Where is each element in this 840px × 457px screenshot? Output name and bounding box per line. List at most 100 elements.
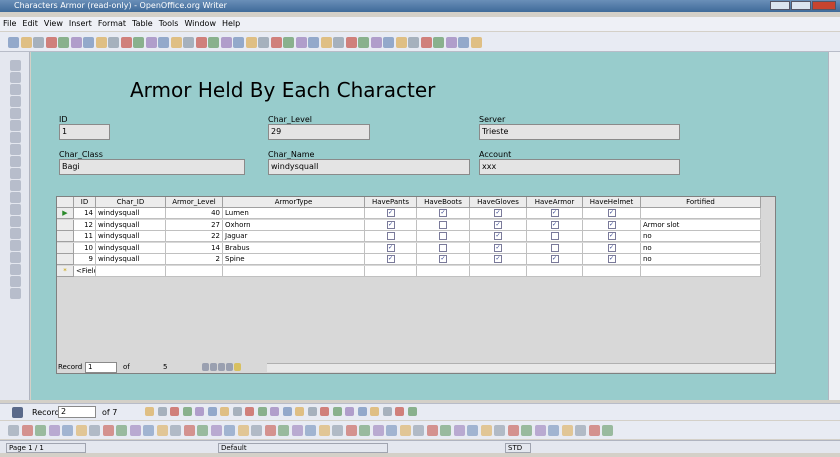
drawing-button[interactable] — [264, 425, 276, 436]
row-indicator[interactable] — [57, 231, 74, 242]
drawing-button[interactable] — [521, 425, 532, 436]
text-field[interactable]: xxx — [479, 159, 680, 175]
nav-button[interactable] — [170, 407, 179, 416]
drawing-button[interactable] — [170, 425, 181, 436]
nav-record-field[interactable]: 2 — [58, 406, 96, 418]
drawing-button[interactable] — [588, 425, 600, 436]
checkbox[interactable]: ✓ — [607, 220, 616, 229]
checkbox[interactable]: ✓ — [386, 209, 395, 217]
record-nav-button[interactable] — [202, 363, 209, 371]
drawing-button[interactable] — [291, 425, 303, 436]
new-row-cell[interactable]: <Field> — [74, 265, 96, 277]
toolbar-button[interactable] — [8, 37, 19, 48]
horizontal-scrollbar[interactable] — [267, 363, 775, 372]
table-cell[interactable]: Jaguar — [223, 231, 365, 242]
control-button[interactable] — [10, 168, 21, 179]
table-cell[interactable] — [365, 265, 417, 277]
checkbox[interactable] — [439, 243, 447, 252]
toolbar-button[interactable] — [145, 37, 157, 48]
menu-item[interactable]: Help — [221, 19, 241, 28]
drawing-button[interactable] — [35, 425, 46, 436]
drawing-button[interactable] — [143, 425, 154, 436]
maximize-button[interactable] — [791, 1, 811, 10]
drawing-button[interactable] — [332, 425, 343, 436]
table-cell[interactable]: 14 — [166, 242, 223, 254]
drawing-button[interactable] — [494, 425, 505, 436]
control-button[interactable] — [10, 204, 21, 215]
drawing-button[interactable] — [102, 425, 114, 436]
table-cell[interactable]: 22 — [166, 231, 223, 242]
menu-item[interactable]: Format — [97, 19, 127, 28]
table-cell[interactable]: windysquall — [96, 254, 166, 265]
checkbox[interactable]: ✓ — [386, 220, 395, 229]
table-cell[interactable]: 40 — [166, 208, 223, 219]
drawing-button[interactable] — [116, 425, 127, 436]
toolbar-button[interactable] — [395, 37, 407, 48]
row-indicator[interactable] — [57, 254, 74, 265]
table-cell[interactable] — [470, 265, 527, 277]
nav-button[interactable] — [345, 407, 354, 416]
control-button[interactable] — [10, 180, 21, 191]
table-cell[interactable] — [96, 265, 166, 277]
checkbox[interactable]: ✓ — [494, 243, 502, 252]
checkbox[interactable] — [439, 232, 447, 240]
drawing-button[interactable] — [426, 425, 438, 436]
drawing-button[interactable] — [467, 425, 478, 436]
toolbar-button[interactable] — [358, 37, 369, 48]
drawing-button[interactable] — [534, 425, 546, 436]
column-header[interactable]: Char_ID — [96, 197, 166, 208]
checkbox[interactable]: ✓ — [607, 255, 616, 263]
nav-button[interactable] — [207, 407, 217, 416]
checkbox[interactable] — [550, 243, 559, 252]
nav-button[interactable] — [195, 407, 204, 416]
control-button[interactable] — [10, 144, 21, 155]
drawing-button[interactable] — [453, 425, 465, 436]
menu-item[interactable]: Tools — [158, 19, 179, 28]
drawing-button[interactable] — [89, 425, 100, 436]
drawing-button[interactable] — [251, 425, 262, 436]
toolbar-button[interactable] — [383, 37, 394, 48]
text-field[interactable]: 1 — [59, 124, 110, 140]
control-button[interactable] — [10, 240, 21, 251]
table-cell[interactable]: 11 — [74, 231, 96, 242]
checkbox[interactable]: ✓ — [386, 243, 395, 252]
checkbox[interactable]: ✓ — [439, 255, 447, 263]
drawing-button[interactable] — [237, 425, 249, 436]
toolbar-button[interactable] — [70, 37, 82, 48]
column-header[interactable]: ID — [74, 197, 96, 208]
menu-item[interactable]: Edit — [22, 19, 38, 28]
toolbar-button[interactable] — [320, 37, 332, 48]
checkbox[interactable]: ✓ — [550, 220, 559, 229]
menu-item[interactable]: Table — [132, 19, 153, 28]
table-cell[interactable]: Armor slot — [641, 219, 761, 231]
table-cell[interactable]: windysquall — [96, 219, 166, 231]
nav-button[interactable] — [157, 407, 167, 416]
control-button[interactable] — [10, 264, 21, 275]
drawing-button[interactable] — [129, 425, 141, 436]
table-cell[interactable] — [417, 265, 470, 277]
control-button[interactable] — [10, 132, 21, 143]
vertical-scrollbar[interactable] — [828, 52, 840, 400]
table-cell[interactable]: Oxhorn — [223, 219, 365, 231]
toolbar-button[interactable] — [195, 37, 207, 48]
record-nav-button[interactable] — [218, 363, 225, 371]
toolbar-button[interactable] — [308, 37, 319, 48]
toolbar-button[interactable] — [420, 37, 432, 48]
checkbox[interactable]: ✓ — [550, 255, 559, 263]
checkbox[interactable]: ✓ — [550, 209, 559, 217]
drawing-button[interactable] — [210, 425, 222, 436]
nav-button[interactable] — [295, 407, 304, 416]
menu-item[interactable]: Insert — [68, 19, 92, 28]
toolbar-button[interactable] — [283, 37, 294, 48]
nav-button[interactable] — [245, 407, 254, 416]
toolbar-button[interactable] — [83, 37, 94, 48]
toolbar-button[interactable] — [58, 37, 69, 48]
checkbox[interactable]: ✓ — [494, 220, 502, 229]
toolbar-button[interactable] — [345, 37, 357, 48]
toolbar-button[interactable] — [270, 37, 282, 48]
toolbar-button[interactable] — [208, 37, 219, 48]
drawing-button[interactable] — [345, 425, 357, 436]
table-cell[interactable] — [527, 265, 583, 277]
drawing-button[interactable] — [372, 425, 384, 436]
checkbox[interactable] — [439, 220, 447, 229]
